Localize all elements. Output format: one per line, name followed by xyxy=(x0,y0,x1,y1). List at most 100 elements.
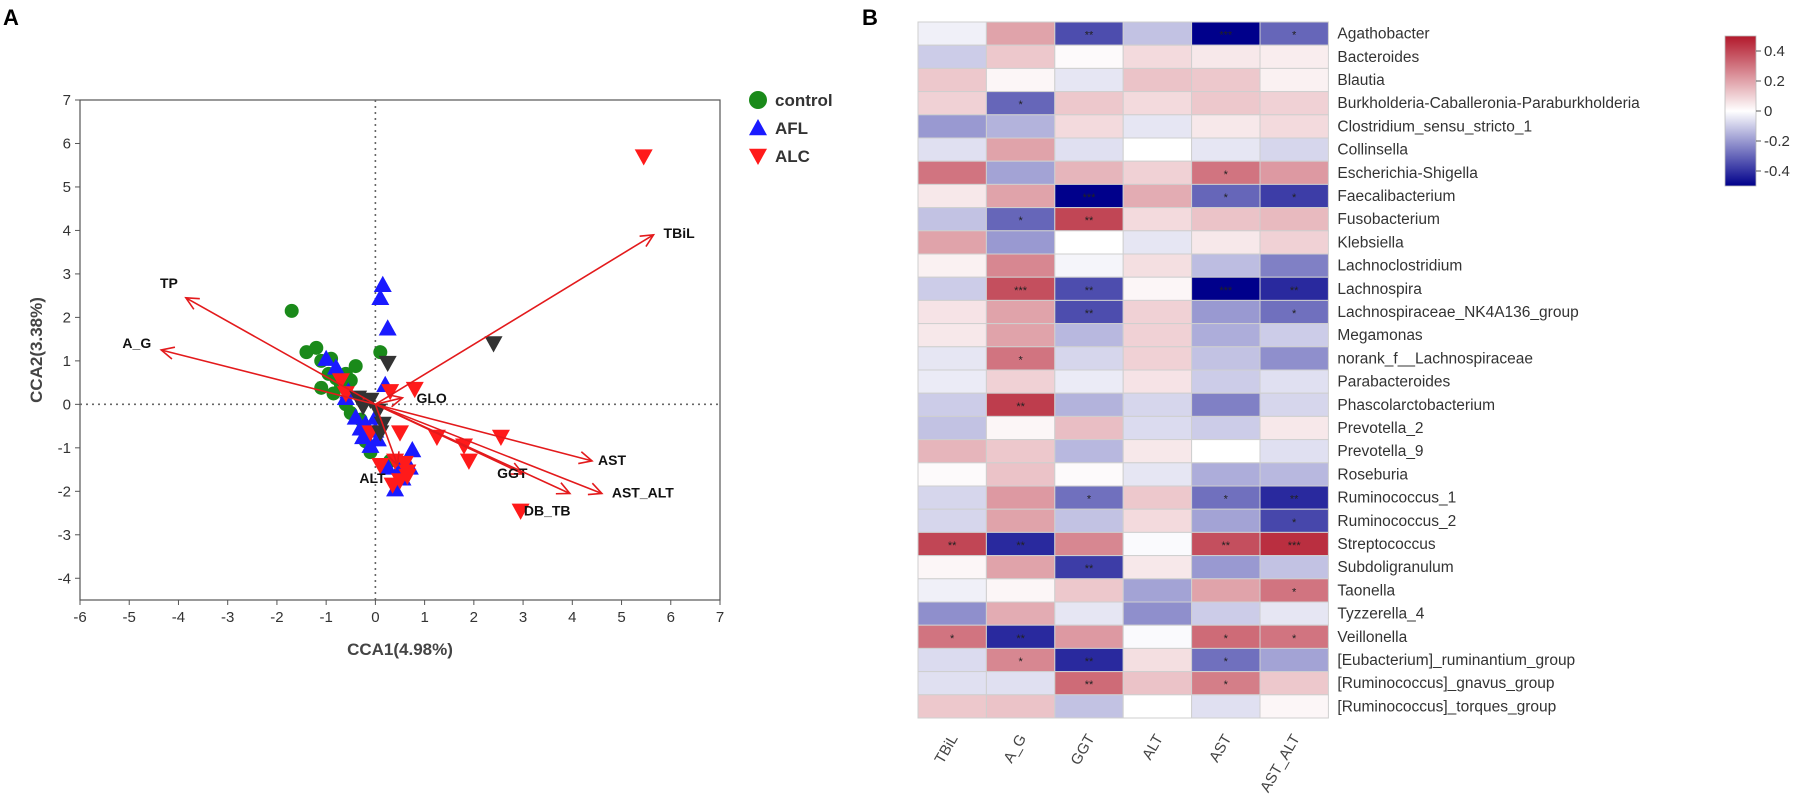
significance-marker: ** xyxy=(1085,285,1094,297)
heatmap-cell xyxy=(985,67,1056,93)
vector-line xyxy=(374,234,654,406)
heatmap-cell xyxy=(985,508,1056,533)
legend-label-ALC: ALC xyxy=(775,147,810,166)
y-tick-label: 0 xyxy=(63,396,71,413)
ALC-point xyxy=(511,503,530,520)
control-point xyxy=(348,359,363,374)
row-label: Prevotella_2 xyxy=(1337,420,1423,437)
vector-label: TP xyxy=(160,275,178,291)
column-labels: TBiL A_G GGT ALT AST AST_ALT xyxy=(932,732,1304,796)
colorbar-gradient xyxy=(1724,35,1757,187)
y-tick-label: 3 xyxy=(63,266,71,283)
heatmap-cell xyxy=(1122,91,1193,116)
heatmap-cell xyxy=(1122,183,1193,209)
significance-marker: * xyxy=(1292,308,1297,320)
row-label: Faecalibacterium xyxy=(1337,188,1455,205)
heatmap-cell xyxy=(1054,392,1124,417)
vector-arrowhead xyxy=(639,233,656,247)
vector-line xyxy=(375,403,593,462)
heatmap-cell xyxy=(917,323,987,348)
axis-ticks: -6 -5 -4 -3 -2 -1 0 1 2 3 4 5 6 7 -4 -3 -2 -1 0 1 2 3 4 5 6 7 xyxy=(58,92,725,626)
heatmap-cell xyxy=(985,160,1056,185)
heatmap-cell xyxy=(1191,323,1261,348)
heatmap-cell xyxy=(917,276,987,301)
significance-marker: *** xyxy=(1219,30,1233,42)
row-label: norank_f__Lachnospiraceae xyxy=(1337,350,1533,367)
heatmap-cell xyxy=(985,578,1056,603)
heatmap-cell xyxy=(1191,299,1261,325)
ALC-point xyxy=(381,384,400,401)
heatmap-cell xyxy=(1054,137,1124,162)
heatmap-cell xyxy=(985,485,1056,510)
ALC-point xyxy=(459,453,478,470)
vector-arrowhead xyxy=(386,451,400,467)
heatmap-cell xyxy=(1259,555,1329,580)
vector-label: AST xyxy=(598,452,626,468)
row-label: Megamonas xyxy=(1337,327,1423,344)
heatmap: ** *** ****** * ** ***** ** *** **** ***** * ***** *… xyxy=(917,21,1790,796)
significance-marker: * xyxy=(1018,656,1023,668)
vector-label: DB_TB xyxy=(524,502,571,518)
y-tick-label: 5 xyxy=(63,179,71,196)
column-label: A_G xyxy=(1000,732,1030,766)
AFL-point xyxy=(403,441,422,458)
significance-marker: ** xyxy=(1085,656,1094,668)
heatmap-cell xyxy=(1191,415,1261,441)
row-label: Ruminococcus_2 xyxy=(1337,513,1456,530)
env-vectors: TBiL TP A_G GLO AST GGT ALT DB_TB AST_ALT xyxy=(122,225,695,519)
colorbar-tick-label: 0.2 xyxy=(1764,73,1785,90)
heatmap-cell xyxy=(985,601,1056,626)
x-tick-label: 5 xyxy=(617,609,625,626)
heatmap-cell xyxy=(985,462,1056,487)
x-tick-label: 1 xyxy=(420,609,428,626)
heatmap-cell xyxy=(1054,253,1124,278)
heatmap-cell xyxy=(1191,346,1261,371)
heatmap-cell xyxy=(1054,439,1124,464)
x-tick-label: -3 xyxy=(221,609,234,626)
heatmap-cell xyxy=(1191,369,1261,394)
heatmap-cell xyxy=(917,346,987,371)
ALC-point xyxy=(634,149,653,166)
vector-line xyxy=(375,397,403,406)
heatmap-cell xyxy=(917,694,987,719)
significance-marker: * xyxy=(1292,586,1297,598)
heatmap-cell xyxy=(1054,67,1124,93)
sample-points xyxy=(284,149,653,520)
heatmap-cell xyxy=(1054,44,1124,69)
heatmap-cell xyxy=(1191,207,1261,232)
ALC-point xyxy=(405,381,424,399)
heatmap-cell xyxy=(917,369,987,394)
heatmap-cell xyxy=(917,671,987,696)
x-tick-label: -5 xyxy=(123,609,136,626)
significance-marker: ** xyxy=(1290,494,1299,506)
row-label: Prevotella_9 xyxy=(1337,443,1423,460)
x-tick-label: 6 xyxy=(667,609,675,626)
heatmap-cell xyxy=(985,671,1056,696)
vector-arrowhead xyxy=(159,346,176,360)
row-label: Taonella xyxy=(1337,582,1395,599)
vector-arrowhead xyxy=(509,462,525,475)
row-label: Lachnospiraceae_NK4A136_group xyxy=(1337,304,1578,321)
significance-marker: *** xyxy=(1219,285,1233,297)
y-tick-label: -1 xyxy=(58,440,71,457)
x-tick-label: -4 xyxy=(172,609,185,626)
heatmap-cell xyxy=(917,230,987,255)
row-label: Bacteroides xyxy=(1337,49,1419,66)
significance-marker: ** xyxy=(1222,540,1231,552)
heatmap-cell xyxy=(1191,44,1261,69)
heatmap-cell xyxy=(917,253,987,278)
heatmap-cell xyxy=(985,323,1056,348)
vector-arrowhead xyxy=(388,394,405,408)
vector-arrowhead xyxy=(578,451,594,465)
row-label: Streptococcus xyxy=(1337,536,1435,553)
heatmap-cell xyxy=(1259,415,1329,441)
vector-label: GGT xyxy=(497,465,528,481)
significance-marker: * xyxy=(1292,517,1297,529)
heatmap-cell xyxy=(1259,91,1329,116)
row-label: Tyzzerella_4 xyxy=(1337,606,1424,623)
column-label: GGT xyxy=(1067,732,1098,769)
significance-marker: *** xyxy=(1083,192,1097,204)
heatmap-cell xyxy=(1122,230,1193,255)
significance-marker: ** xyxy=(1085,308,1094,320)
heatmap-cell xyxy=(1259,671,1329,696)
